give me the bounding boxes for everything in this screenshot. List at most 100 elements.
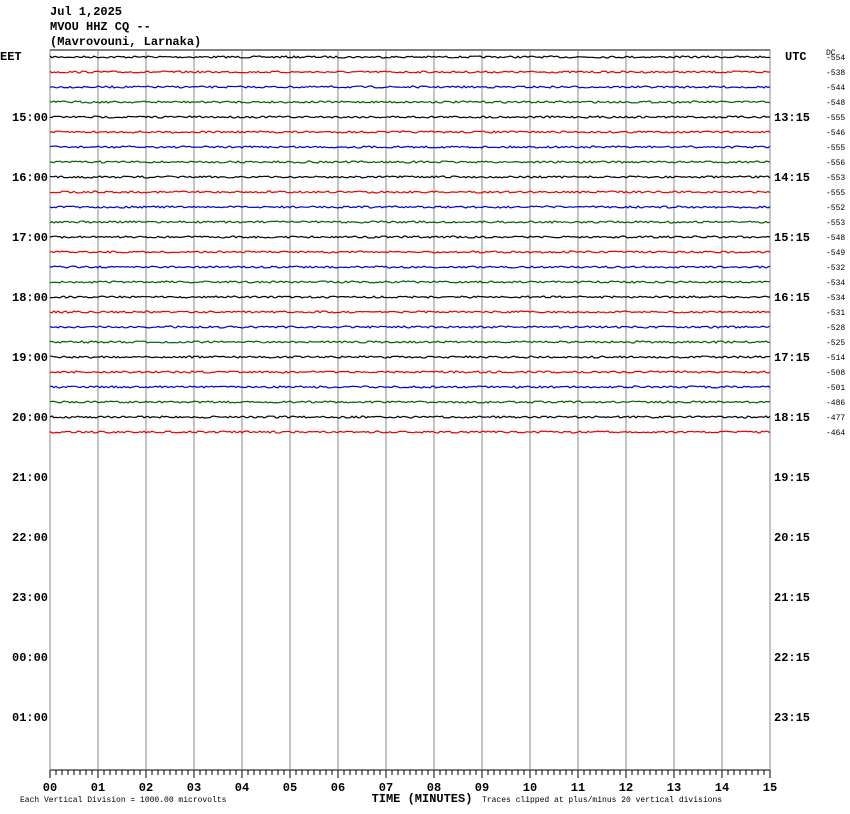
dc-offset: -531 bbox=[826, 309, 845, 318]
trace bbox=[49, 205, 771, 209]
dc-offset: -553 bbox=[826, 219, 845, 228]
dc-offset: -532 bbox=[826, 264, 845, 273]
dc-offset: -556 bbox=[826, 159, 845, 168]
trace bbox=[49, 85, 771, 89]
x-tick-label: 03 bbox=[187, 781, 201, 795]
x-tick-label: 05 bbox=[283, 781, 297, 795]
plot-frame bbox=[49, 49, 771, 771]
right-time-label: 15:15 bbox=[774, 231, 810, 245]
scale-note: Each Vertical Division = 1000.00 microvo… bbox=[20, 796, 227, 805]
x-tick-label: 06 bbox=[331, 781, 345, 795]
dc-offset: -552 bbox=[826, 204, 845, 213]
clip-note: Traces clipped at plus/minus 20 vertical… bbox=[482, 796, 722, 805]
left-time-label: 21:00 bbox=[12, 471, 48, 485]
x-tick-label: 04 bbox=[235, 781, 249, 795]
trace bbox=[49, 235, 771, 239]
trace bbox=[49, 55, 771, 59]
trace bbox=[49, 280, 770, 284]
dc-header: DC bbox=[826, 49, 836, 58]
dc-offset: -553 bbox=[826, 174, 845, 183]
dc-offset: -464 bbox=[826, 429, 845, 438]
dc-offset: -549 bbox=[826, 249, 845, 258]
dc-offset: -546 bbox=[826, 129, 845, 138]
x-tick-label: 14 bbox=[715, 781, 729, 795]
right-time-label: 16:15 bbox=[774, 291, 810, 305]
dc-offset: -508 bbox=[826, 369, 845, 378]
x-tick-label: 13 bbox=[667, 781, 681, 795]
title-line: Jul 1,2025 bbox=[50, 5, 122, 19]
trace bbox=[49, 430, 771, 434]
trace bbox=[49, 175, 771, 179]
dc-offset: -538 bbox=[826, 69, 845, 78]
trace bbox=[49, 295, 770, 299]
trace bbox=[49, 370, 771, 374]
left-zone: EET bbox=[0, 50, 22, 64]
left-time-label: 01:00 bbox=[12, 711, 48, 725]
x-tick-label: 09 bbox=[475, 781, 489, 795]
trace bbox=[49, 265, 771, 269]
trace bbox=[49, 220, 771, 224]
trace bbox=[49, 385, 771, 389]
dc-offset: -525 bbox=[826, 339, 845, 348]
trace bbox=[49, 190, 771, 194]
trace bbox=[49, 145, 771, 149]
trace bbox=[49, 250, 771, 254]
right-time-label: 18:15 bbox=[774, 411, 810, 425]
x-tick-label: 07 bbox=[379, 781, 393, 795]
trace bbox=[49, 160, 771, 164]
x-tick-label: 12 bbox=[619, 781, 633, 795]
left-time-label: 00:00 bbox=[12, 651, 48, 665]
right-time-label: 22:15 bbox=[774, 651, 810, 665]
trace bbox=[49, 100, 771, 104]
left-time-label: 17:00 bbox=[12, 231, 48, 245]
dc-offset: -477 bbox=[826, 414, 845, 423]
right-time-label: 14:15 bbox=[774, 171, 810, 185]
dc-offset: -514 bbox=[826, 354, 845, 363]
trace bbox=[49, 340, 771, 344]
right-time-label: 21:15 bbox=[774, 591, 810, 605]
x-axis-label: TIME (MINUTES) bbox=[372, 792, 473, 806]
trace bbox=[49, 70, 771, 74]
dc-offset: -486 bbox=[826, 399, 845, 408]
trace bbox=[49, 400, 771, 404]
left-time-label: 23:00 bbox=[12, 591, 48, 605]
dc-offset: -555 bbox=[826, 189, 845, 198]
dc-offset: -501 bbox=[826, 384, 845, 393]
dc-offset: -555 bbox=[826, 144, 845, 153]
right-time-label: 13:15 bbox=[774, 111, 810, 125]
dc-offset: -548 bbox=[826, 99, 845, 108]
trace bbox=[49, 325, 771, 329]
right-time-label: 19:15 bbox=[774, 471, 810, 485]
trace bbox=[49, 115, 771, 119]
x-tick-label: 10 bbox=[523, 781, 537, 795]
dc-offset: -555 bbox=[826, 114, 845, 123]
x-tick-label: 08 bbox=[427, 781, 441, 795]
dc-offset: -534 bbox=[826, 279, 845, 288]
right-time-label: 23:15 bbox=[774, 711, 810, 725]
dc-offset: -528 bbox=[826, 324, 845, 333]
title-line: MVOU HHZ CQ -- bbox=[50, 20, 151, 34]
dc-offset: -544 bbox=[826, 84, 845, 93]
x-tick-label: 01 bbox=[91, 781, 105, 795]
left-time-label: 20:00 bbox=[12, 411, 48, 425]
x-tick-label: 02 bbox=[139, 781, 153, 795]
right-time-label: 17:15 bbox=[774, 351, 810, 365]
dc-offset: -548 bbox=[826, 234, 845, 243]
dc-offset: -534 bbox=[826, 294, 845, 303]
trace bbox=[49, 310, 771, 314]
x-tick-label: 11 bbox=[571, 781, 585, 795]
left-time-label: 18:00 bbox=[12, 291, 48, 305]
trace bbox=[50, 355, 771, 359]
title-line: (Mavrovouni, Larnaka) bbox=[50, 35, 201, 49]
x-tick-label: 15 bbox=[763, 781, 777, 795]
right-time-label: 20:15 bbox=[774, 531, 810, 545]
dc-offset: -554 bbox=[826, 54, 845, 63]
left-time-label: 16:00 bbox=[12, 171, 48, 185]
left-time-label: 15:00 bbox=[12, 111, 48, 125]
left-time-label: 22:00 bbox=[12, 531, 48, 545]
left-time-label: 19:00 bbox=[12, 351, 48, 365]
x-tick-label: 00 bbox=[43, 781, 57, 795]
trace bbox=[49, 130, 771, 134]
trace bbox=[49, 415, 771, 419]
